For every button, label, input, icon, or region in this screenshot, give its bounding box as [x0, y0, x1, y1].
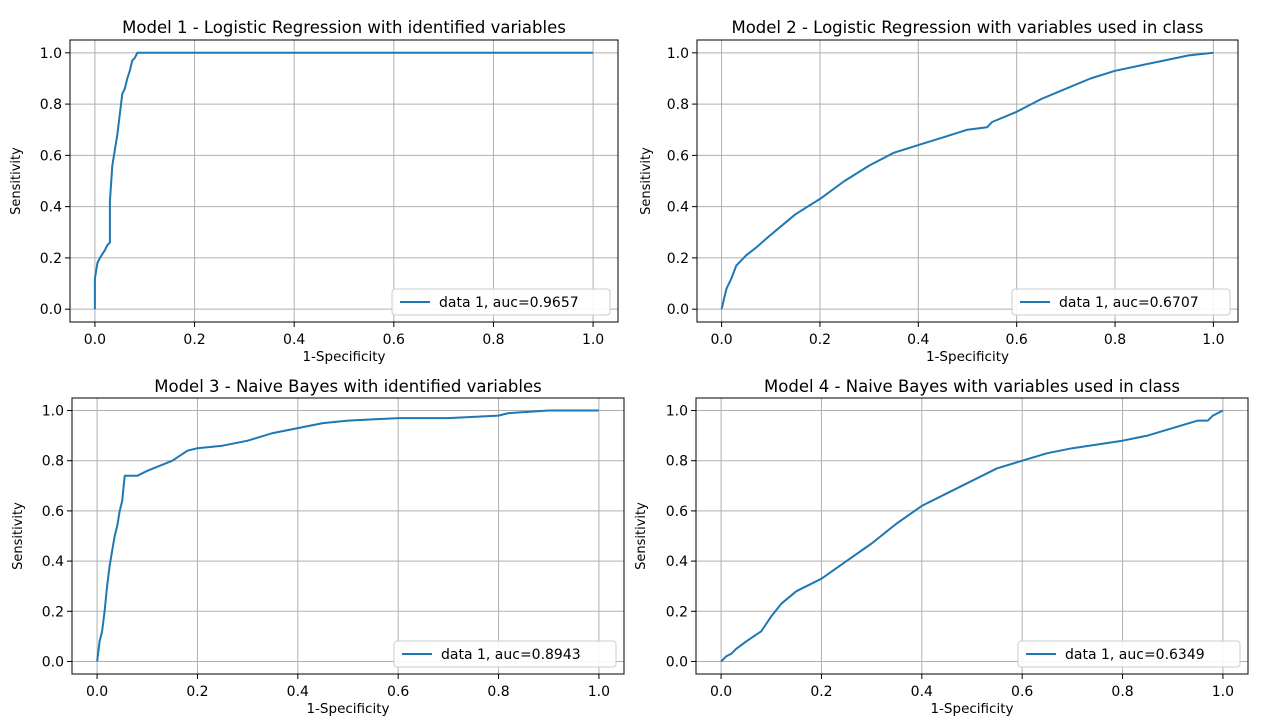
y-tick-label: 0.6 [40, 148, 62, 164]
y-tick-label: 1.0 [40, 46, 62, 62]
y-tick-label: 0.4 [666, 554, 688, 570]
legend-entry: data 1, auc=0.9657 [439, 295, 579, 311]
axes-frame [69, 39, 619, 323]
x-tick-label: 0.8 [482, 332, 504, 348]
x-tick-label: 0.8 [1111, 684, 1133, 700]
x-tick-label: 1.0 [1212, 684, 1234, 700]
chart-title: Model 2 - Logistic Regression with varia… [731, 18, 1203, 37]
x-tick-label: 0.8 [1104, 332, 1126, 348]
x-tick-label: 0.6 [1011, 684, 1033, 700]
x-tick-label: 0.2 [810, 684, 832, 700]
legend-entry: data 1, auc=0.6349 [1065, 647, 1205, 663]
y-tick-label: 0.2 [666, 604, 688, 620]
x-tick-label: 0.4 [287, 684, 309, 700]
x-tick-label: 1.0 [1202, 332, 1224, 348]
roc-curve-line [720, 409, 1224, 663]
x-tick-label: 0.8 [487, 684, 509, 700]
x-tick-label: 1.0 [582, 332, 604, 348]
legend: data 1, auc=0.6707 [1011, 288, 1231, 316]
x-tick-label: 0.4 [283, 332, 305, 348]
legend-box [393, 640, 617, 668]
x-tick-label: 0.4 [911, 684, 933, 700]
chart-panel-1: 0.0 0.2 0.4 0.6 0.8 1.0 0.0 0.2 0.4 0.6 0.8 1.0 Mode… [9, 18, 619, 365]
y-axis-label: Sensitivity [639, 147, 654, 215]
x-tick-label: 0.6 [383, 332, 405, 348]
legend: data 1, auc=0.6349 [1017, 640, 1241, 668]
roc-curve-line [720, 51, 1214, 310]
x-tick-label: 0.4 [907, 332, 929, 348]
y-axis-label: Sensitivity [634, 502, 649, 570]
y-tick-label: 0.0 [666, 654, 688, 670]
y-tick-label: 1.0 [666, 404, 688, 420]
x-tick-label: 0.0 [710, 684, 732, 700]
chart-title: Model 3 - Naive Bayes with identified va… [154, 377, 542, 396]
x-axis-label: 1-Specificity [930, 701, 1013, 717]
x-tick-label: 0.0 [84, 332, 106, 348]
roc-curve-line [93, 51, 594, 310]
chart-panel-4: 0.0 0.2 0.4 0.6 0.8 1.0 0.0 0.2 0.4 0.6 0.8 1.0 Mode… [634, 377, 1249, 717]
legend-entry: data 1, auc=0.8943 [441, 647, 581, 663]
x-axis-label: 1-Specificity [306, 701, 389, 717]
chart-panel-3: 0.0 0.2 0.4 0.6 0.8 1.0 0.0 0.2 0.4 0.6 0.8 1.0 Mode… [11, 377, 625, 717]
x-tick-label: 0.2 [186, 684, 208, 700]
chart-title: Model 4 - Naive Bayes with variables use… [764, 377, 1180, 396]
y-axis-label: Sensitivity [11, 502, 26, 570]
y-tick-label: 1.0 [42, 404, 64, 420]
legend-entry: data 1, auc=0.6707 [1059, 295, 1199, 311]
y-tick-label: 0.8 [667, 97, 689, 113]
y-tick-label: 0.4 [40, 200, 62, 216]
y-tick-label: 0.8 [42, 454, 64, 470]
legend-box [1011, 288, 1231, 316]
x-tick-label: 1.0 [588, 684, 610, 700]
axes-frame [696, 39, 1239, 323]
y-axis-label: Sensitivity [9, 147, 24, 215]
x-tick-label: 0.6 [387, 684, 409, 700]
y-tick-label: 0.0 [667, 302, 689, 318]
y-tick-label: 0.2 [667, 251, 689, 267]
x-axis-label: 1-Specificity [302, 349, 385, 365]
legend: data 1, auc=0.8943 [393, 640, 617, 668]
y-tick-label: 0.0 [42, 654, 64, 670]
x-axis-label: 1-Specificity [926, 349, 1009, 365]
chart-panel-2: 0.0 0.2 0.4 0.6 0.8 1.0 0.0 0.2 0.4 0.6 0.8 1.0 Mode… [639, 18, 1239, 365]
y-tick-label: 0.6 [667, 148, 689, 164]
y-tick-label: 0.4 [667, 200, 689, 216]
y-tick-label: 0.2 [42, 604, 64, 620]
y-tick-label: 0.4 [42, 554, 64, 570]
y-tick-label: 1.0 [667, 46, 689, 62]
x-tick-label: 0.6 [1006, 332, 1028, 348]
y-tick-label: 0.2 [40, 251, 62, 267]
axes-frame [71, 397, 625, 675]
x-tick-label: 0.0 [710, 332, 732, 348]
legend-box [1017, 640, 1241, 668]
y-tick-label: 0.8 [666, 454, 688, 470]
y-tick-label: 0.6 [42, 504, 64, 520]
axes-frame [695, 397, 1249, 675]
legend: data 1, auc=0.9657 [391, 288, 611, 316]
y-tick-label: 0.6 [666, 504, 688, 520]
y-tick-label: 0.8 [40, 97, 62, 113]
x-tick-label: 0.2 [809, 332, 831, 348]
x-tick-label: 0.0 [86, 684, 108, 700]
y-tick-label: 0.0 [40, 302, 62, 318]
roc-curve-line [96, 409, 599, 662]
x-tick-label: 0.2 [183, 332, 205, 348]
legend-box [391, 288, 611, 316]
chart-title: Model 1 - Logistic Regression with ident… [122, 18, 566, 37]
